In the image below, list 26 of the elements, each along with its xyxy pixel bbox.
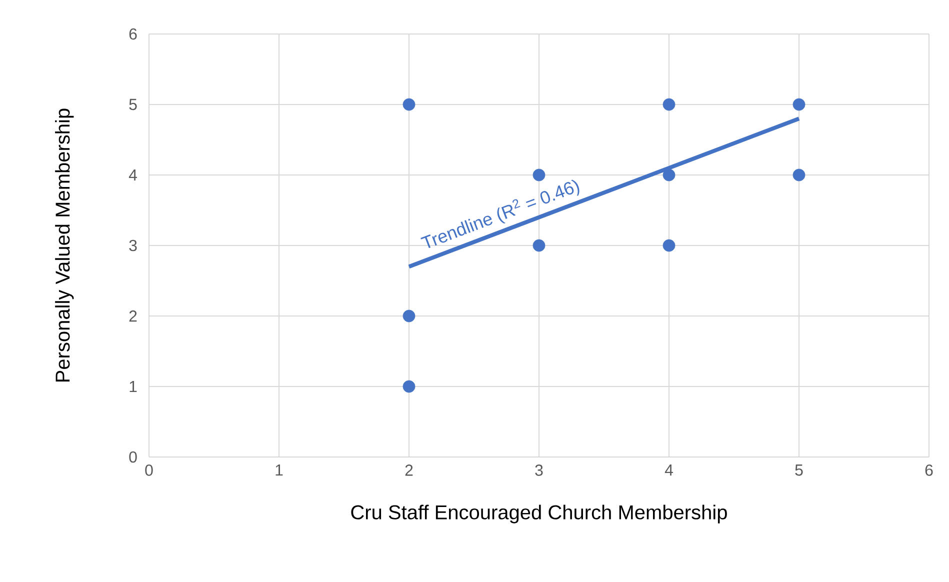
point — [662, 98, 676, 111]
y-tick-label: 4 — [128, 170, 137, 181]
x-tick-label: 2 — [405, 464, 413, 476]
y-tick-label: 1 — [130, 380, 137, 392]
point — [532, 168, 546, 182]
x-tick-label: 5 — [795, 464, 803, 476]
point — [662, 168, 676, 182]
point — [402, 310, 416, 322]
point — [402, 380, 416, 393]
y-tick-label: 5 — [129, 98, 137, 110]
y-tick-label: 2 — [129, 310, 137, 322]
y-axis-title: Personally Valued Membership — [55, 108, 74, 382]
point — [532, 239, 546, 252]
x-tick-label: 1 — [276, 464, 283, 476]
y-tick-label: 3 — [129, 240, 137, 252]
point — [402, 98, 416, 111]
x-tick-label: 6 — [925, 464, 933, 476]
x-tick-label: 0 — [145, 464, 153, 476]
point — [662, 239, 676, 252]
point — [792, 98, 806, 111]
point — [792, 168, 806, 182]
x-tick-label: 3 — [535, 464, 543, 476]
x-axis-title: Cru Staff Encouraged Church Membership — [351, 504, 727, 524]
x-tick-label: 4 — [664, 464, 673, 476]
y-tick-label: 0 — [129, 451, 137, 463]
y-tick-label: 6 — [129, 28, 137, 40]
